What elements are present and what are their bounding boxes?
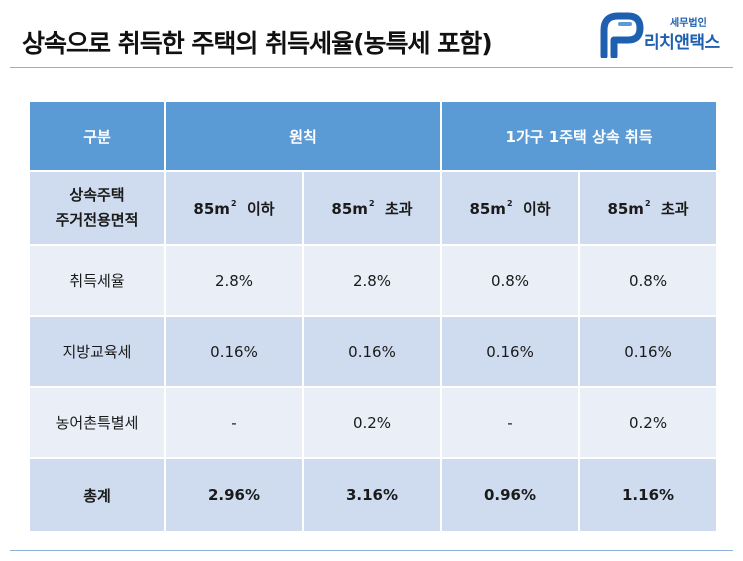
table-cell: 0.16% <box>440 315 581 388</box>
table-cell: 0.8% <box>440 244 581 317</box>
table-cell: - <box>440 386 581 459</box>
table-cell: 2.8% <box>301 244 443 317</box>
subheader-col-1: 85m2 이하 <box>164 170 304 246</box>
subheader-label-line1: 상속주택 <box>69 186 125 204</box>
table-cell: 0.16% <box>301 315 443 388</box>
page-title: 상속으로 취득한 주택의 취득세율(농특세 포함) <box>22 29 493 58</box>
table-cell: 0.16% <box>578 315 719 388</box>
row-label: 농어촌특별세 <box>28 386 166 459</box>
table-cell: - <box>164 386 304 459</box>
table-subheader-row: 상속주택 주거전용면적 85m2 이하 85m2 초과 85m2 이하 85m2… <box>28 170 719 246</box>
table-cell: 0.2% <box>301 386 443 459</box>
table-row-acquisition-tax: 취득세율 2.8% 2.8% 0.8% 0.8% <box>28 244 719 317</box>
table-cell: 0.2% <box>578 386 719 459</box>
total-label: 총계 <box>28 457 166 533</box>
tax-rate-table: 구분 원칙 1가구 1주택 상속 취득 상속주택 주거전용면적 85m2 이하 … <box>28 100 719 533</box>
table-header-row: 구분 원칙 1가구 1주택 상속 취득 <box>28 100 719 172</box>
subheader-col-2: 85m2 초과 <box>301 170 443 246</box>
subheader-col-4: 85m2 초과 <box>578 170 719 246</box>
logo-name: 리치앤택스 <box>644 33 720 53</box>
total-cell: 0.96% <box>440 457 581 533</box>
logo-tagline: 세무법인 <box>670 18 707 29</box>
total-cell: 2.96% <box>164 457 304 533</box>
row-label: 취득세율 <box>28 244 166 317</box>
table-cell: 0.8% <box>578 244 719 317</box>
table-row-total: 총계 2.96% 3.16% 0.96% 1.16% <box>28 457 719 533</box>
table-row-local-education-tax: 지방교육세 0.16% 0.16% 0.16% 0.16% <box>28 315 719 388</box>
table-row-rural-special-tax: 농어촌특별세 - 0.2% - 0.2% <box>28 386 719 459</box>
subheader-label-line2: 주거전용면적 <box>55 211 139 229</box>
logo-mark-icon <box>600 12 644 58</box>
table-cell: 0.16% <box>164 315 304 388</box>
footer-divider <box>10 550 733 551</box>
header-category: 구분 <box>28 100 166 172</box>
table-cell: 2.8% <box>164 244 304 317</box>
row-label: 지방교육세 <box>28 315 166 388</box>
header-group-special: 1가구 1주택 상속 취득 <box>440 100 719 172</box>
total-cell: 3.16% <box>301 457 443 533</box>
header-group-principle: 원칙 <box>163 100 443 172</box>
subheader-col-3: 85m2 이하 <box>440 170 581 246</box>
company-logo: 세무법인 리치앤택스 <box>600 8 740 60</box>
title-divider <box>10 67 733 68</box>
subheader-label: 상속주택 주거전용면적 <box>28 170 166 246</box>
total-cell: 1.16% <box>578 457 719 533</box>
